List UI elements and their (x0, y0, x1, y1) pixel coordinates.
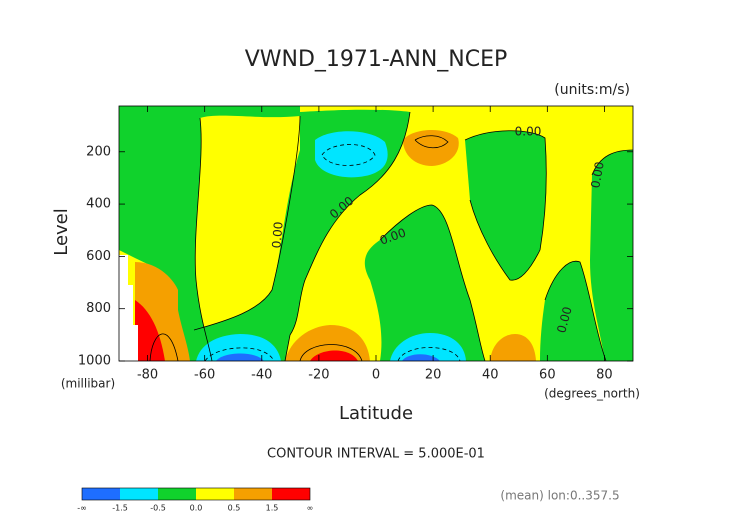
chart-title: VWND_1971-ANN_NCEP (245, 47, 508, 72)
contour-label: 0.00 (554, 305, 574, 334)
colorbar-swatch (158, 488, 196, 500)
field-red (135, 300, 165, 361)
x-axis-label: Latitude (339, 403, 413, 424)
colorbar-label: 0.5 (228, 504, 241, 513)
colorbar-swatch (196, 488, 234, 500)
colorbar-swatch (120, 488, 158, 500)
contour-label: 0.00 (269, 221, 285, 249)
contour-field (119, 106, 634, 362)
field-cyan (315, 131, 388, 178)
field-missing (119, 255, 138, 361)
x-tick-label: 60 (539, 368, 556, 383)
x-axis-unit: (degrees_north) (544, 387, 640, 401)
colorbar-label: 1.5 (266, 504, 279, 513)
field-green (119, 106, 300, 361)
x-tick-label: 20 (425, 368, 442, 383)
colorbar-label: -∞ (77, 504, 87, 513)
contour-line (149, 135, 449, 362)
contour-label: 0.00 (515, 125, 542, 139)
contour-label: 0.00 (588, 161, 606, 190)
contour-line (193, 111, 411, 362)
x-tick-label: 0 (372, 368, 380, 383)
colorbar-label: -0.5 (150, 504, 166, 513)
field-green (590, 150, 633, 361)
x-tick-label: -40 (251, 368, 272, 383)
y-axis-label: Level (51, 208, 72, 256)
x-tick-label: -80 (137, 368, 158, 383)
field-blue (402, 354, 440, 361)
contour-line (379, 130, 634, 362)
field-green (465, 130, 547, 281)
field-green (540, 261, 606, 361)
colorbar-swatch (272, 488, 310, 500)
x-tick-label: -60 (194, 368, 215, 383)
colorbar-label: 0.0 (190, 504, 203, 513)
y-tick-label: 400 (86, 197, 111, 212)
colorbar-swatch (234, 488, 272, 500)
x-tick-label: 40 (482, 368, 499, 383)
field-cyan (196, 334, 281, 361)
x-tick-label: -20 (308, 368, 329, 383)
contour-interval: CONTOUR INTERVAL = 5.000E-01 (267, 447, 485, 462)
y-tick-label: 200 (86, 144, 111, 159)
field-orange (490, 334, 536, 361)
y-tick-label: 600 (86, 249, 111, 264)
y-axis-unit: (millibar) (61, 377, 115, 391)
colorbar-frame (81, 487, 311, 501)
field-cyan (390, 333, 466, 361)
field-green (364, 205, 485, 361)
footnote: (mean) lon:0..357.5 (500, 489, 619, 503)
colorbar-swatch (82, 488, 120, 500)
field-blue (216, 353, 264, 361)
colorbar-label: -1.5 (112, 504, 128, 513)
y-tick-label: 800 (86, 301, 111, 316)
field-red (310, 350, 358, 361)
contour-line (204, 144, 461, 362)
y-tick-label: 1000 (78, 354, 111, 369)
colorbar-label: ∞ (307, 504, 314, 513)
x-tick-label: 80 (596, 368, 613, 383)
units: (units:m/s) (554, 82, 630, 98)
